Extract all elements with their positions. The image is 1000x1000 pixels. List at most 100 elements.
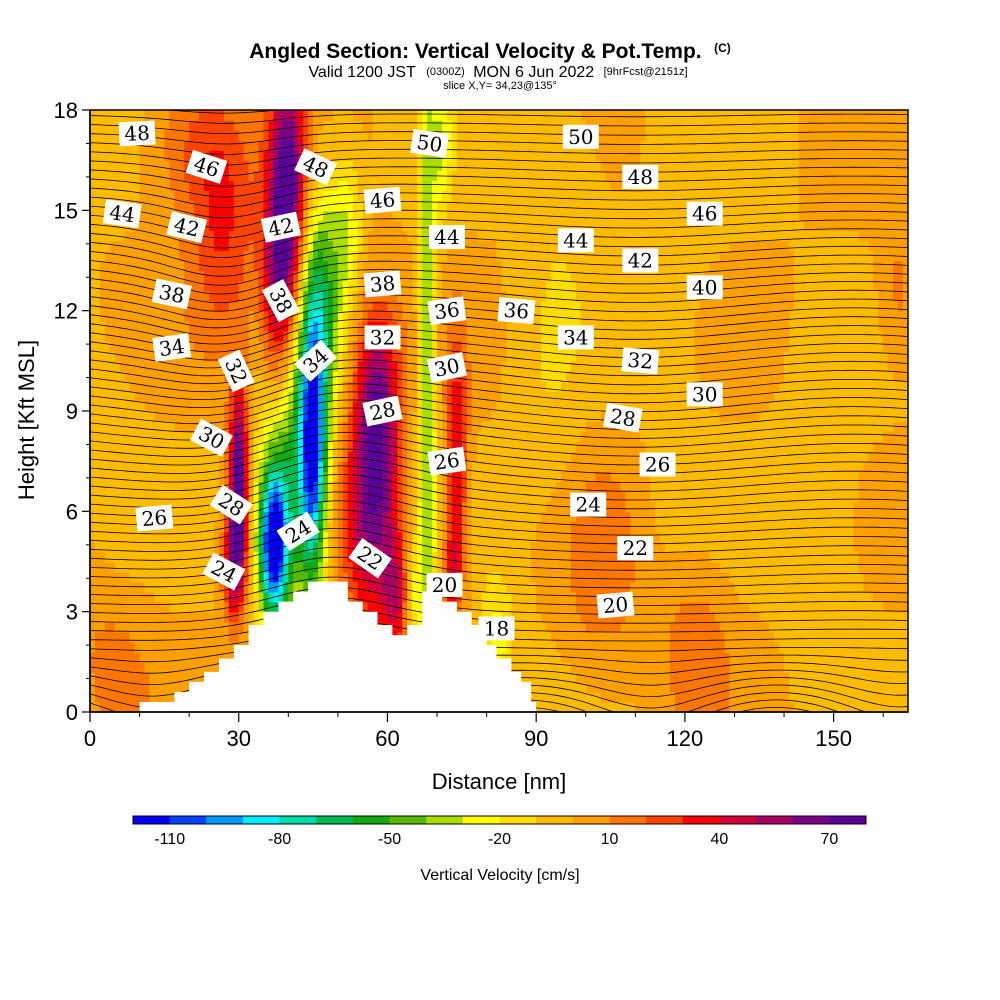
- velocity-cell: [337, 160, 344, 171]
- velocity-cell: [233, 421, 240, 432]
- velocity-cell: [377, 250, 384, 262]
- velocity-cell: [471, 401, 478, 412]
- velocity-cell: [109, 340, 116, 352]
- velocity-cell: [253, 110, 260, 121]
- velocity-cell: [397, 531, 404, 543]
- velocity-cell: [328, 330, 334, 342]
- velocity-cell: [149, 240, 156, 252]
- velocity-cell: [99, 370, 106, 382]
- velocity-cell: [496, 461, 503, 472]
- velocity-cell: [471, 240, 478, 252]
- velocity-cell: [412, 300, 418, 312]
- velocity-cell: [446, 501, 453, 513]
- velocity-cell: [461, 581, 468, 593]
- velocity-cell: [392, 120, 399, 131]
- velocity-cell: [164, 551, 171, 563]
- velocity-cell: [451, 501, 458, 513]
- velocity-cell: [134, 702, 141, 712]
- velocity-cell: [491, 431, 498, 442]
- velocity-cell: [392, 140, 399, 151]
- velocity-cell: [402, 471, 409, 482]
- velocity-cell: [159, 110, 166, 121]
- velocity-cell: [318, 471, 324, 482]
- velocity-cell: [209, 250, 215, 262]
- velocity-cell: [471, 431, 478, 442]
- velocity-cell: [283, 401, 290, 412]
- velocity-cell: [184, 401, 190, 412]
- velocity-cell: [362, 310, 369, 322]
- subtitle-forecast: [9hrFcst@2151z]: [604, 66, 688, 78]
- velocity-cell: [199, 300, 205, 312]
- velocity-cell: [119, 681, 126, 693]
- velocity-cell: [144, 390, 151, 402]
- velocity-cell: [278, 571, 285, 583]
- velocity-cell: [164, 120, 171, 131]
- velocity-cell: [139, 280, 146, 292]
- velocity-cell: [99, 591, 106, 603]
- velocity-cell: [387, 481, 394, 492]
- velocity-cell: [278, 581, 285, 593]
- velocity-cell: [233, 210, 240, 222]
- velocity-cell: [466, 260, 473, 272]
- velocity-cell: [243, 170, 250, 181]
- velocity-cell: [332, 210, 339, 222]
- velocity-cell: [427, 521, 433, 533]
- velocity-cell: [273, 421, 280, 432]
- velocity-cell: [471, 270, 478, 282]
- velocity-cell: [352, 120, 359, 131]
- velocity-cell: [278, 471, 285, 482]
- velocity-cell: [243, 320, 250, 332]
- velocity-cell: [273, 190, 280, 202]
- velocity-cell: [303, 561, 309, 573]
- velocity-cell: [313, 180, 319, 191]
- velocity-cell: [253, 411, 260, 422]
- velocity-cell: [432, 350, 438, 362]
- velocity-cell: [273, 471, 280, 482]
- velocity-cell: [397, 130, 404, 141]
- velocity-cell: [149, 260, 156, 272]
- velocity-cell: [422, 260, 428, 272]
- velocity-cell: [233, 581, 240, 593]
- velocity-cell: [129, 631, 136, 643]
- velocity-cell: [258, 481, 265, 492]
- velocity-cell: [149, 200, 156, 212]
- velocity-cell: [238, 421, 245, 432]
- velocity-cell: [446, 250, 453, 262]
- velocity-cell: [337, 481, 344, 492]
- velocity-cell: [149, 531, 156, 543]
- velocity-cell: [288, 501, 295, 513]
- velocity-cell: [169, 541, 176, 553]
- velocity-cell: [392, 531, 399, 543]
- velocity-cell: [263, 541, 270, 553]
- velocity-cell: [342, 150, 349, 161]
- velocity-cell: [357, 571, 364, 583]
- velocity-cell: [238, 431, 245, 442]
- velocity-cell: [169, 431, 176, 442]
- velocity-cell: [213, 531, 220, 543]
- velocity-cell: [104, 170, 111, 181]
- velocity-cell: [90, 220, 96, 232]
- velocity-cell: [342, 451, 349, 462]
- velocity-cell: [496, 401, 503, 412]
- velocity-cell: [194, 631, 200, 643]
- velocity-cell: [342, 571, 349, 583]
- velocity-cell: [427, 290, 433, 302]
- velocity-cell: [278, 501, 285, 513]
- velocity-cell: [263, 561, 270, 573]
- velocity-cell: [451, 340, 458, 352]
- velocity-cell: [174, 561, 181, 573]
- velocity-cell: [159, 651, 166, 663]
- velocity-cell: [476, 471, 483, 482]
- velocity-cell: [258, 461, 265, 472]
- velocity-cell: [342, 120, 349, 131]
- velocity-cell: [263, 160, 270, 171]
- velocity-cell: [139, 260, 146, 272]
- velocity-cell: [213, 651, 220, 663]
- velocity-cell: [194, 461, 200, 472]
- velocity-cell: [402, 541, 409, 553]
- velocity-cell: [422, 210, 428, 222]
- velocity-cell: [298, 280, 304, 292]
- velocity-cell: [461, 260, 468, 272]
- velocity-cell: [347, 380, 354, 392]
- velocity-cell: [124, 481, 131, 492]
